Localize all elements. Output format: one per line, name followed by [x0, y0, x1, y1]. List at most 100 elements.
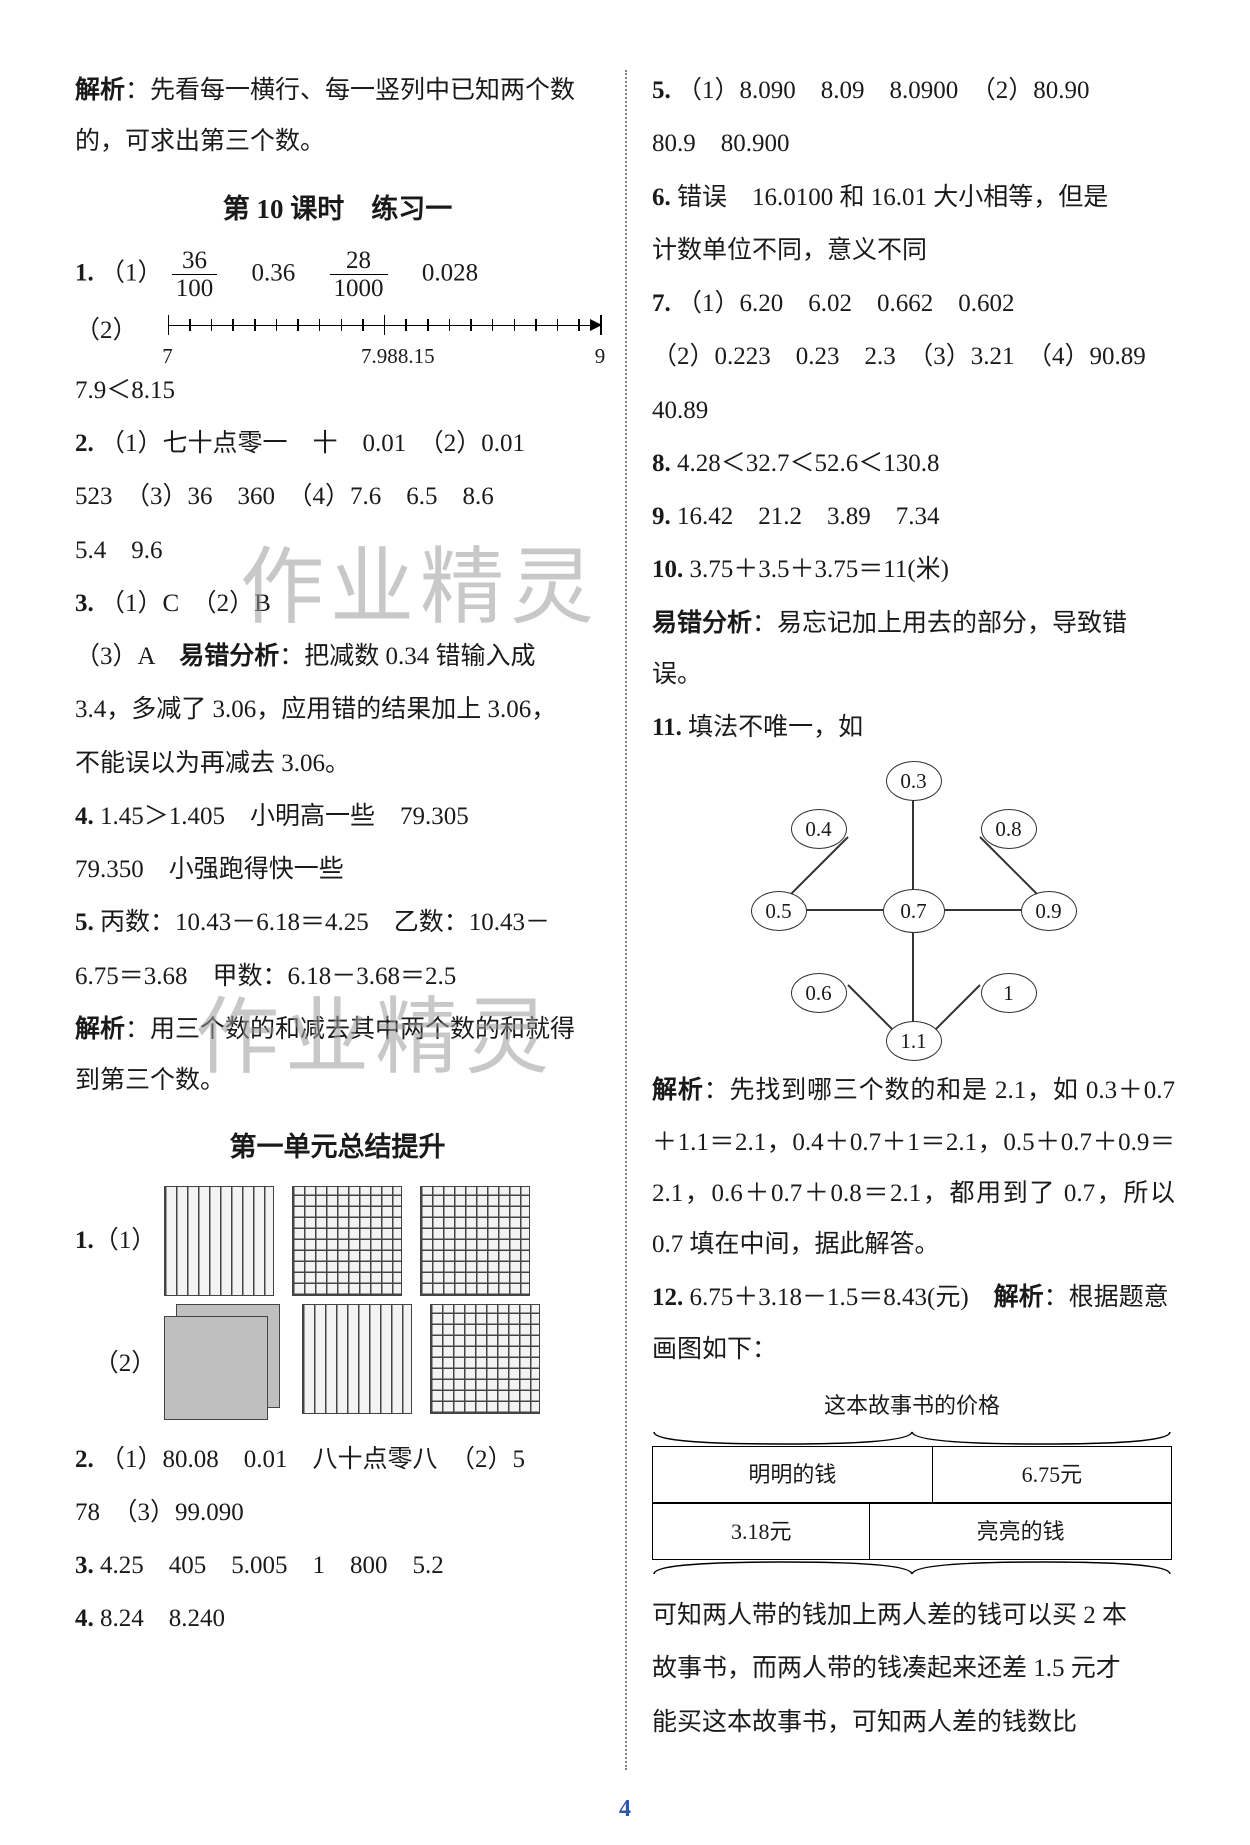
- right-column: 5. （1）8.090 8.09 8.0900 （2）80.90 80.9 80…: [627, 65, 1175, 1775]
- tail-l3: 能买这本故事书，可知两人差的钱数比: [652, 1697, 1175, 1748]
- tape-row-2: 3.18元 亮亮的钱: [652, 1503, 1172, 1560]
- r-err: 易错分析：易忘记加上用去的部分，导致错误。: [652, 598, 1175, 701]
- u2-l1: 2. （1）80.08 0.01 八十点零八 （2）5: [75, 1434, 600, 1485]
- u3: 3. 4.25 405 5.005 1 800 5.2: [75, 1540, 600, 1591]
- q2-num: 2.: [75, 430, 94, 457]
- grid-stripes-icon: [164, 1186, 274, 1296]
- tail-l1: 可知两人带的钱加上两人差的钱可以买 2 本: [652, 1590, 1175, 1641]
- tape-row-1: 明明的钱 6.75元: [652, 1446, 1172, 1503]
- q1-compare: 7.9＜8.15: [75, 365, 600, 416]
- u4-num: 4.: [75, 1605, 94, 1632]
- r5-l2: 80.9 80.900: [652, 118, 1175, 169]
- star-n: 0.3: [886, 761, 942, 801]
- q3-l4: 不能误以为再减去 3.06。: [75, 738, 600, 789]
- grid-stack-icon: [164, 1304, 284, 1424]
- q1-frac2: 28 1000: [330, 247, 388, 303]
- seg-ll: 亮亮的钱: [870, 1503, 1172, 1560]
- q2-l2: 523 （3）36 360 （4）7.6 6.5 8.6: [75, 471, 600, 522]
- q3-num: 3.: [75, 590, 94, 617]
- seg-675: 6.75元: [933, 1446, 1172, 1503]
- q1-line2: （2） 7 7.98 8.15 9: [75, 305, 600, 363]
- u2-l2: 78 （3）99.090: [75, 1487, 600, 1538]
- frac1-den: 100: [172, 275, 218, 303]
- grid-100-icon: [292, 1186, 402, 1296]
- frac2-num: 28: [330, 247, 388, 276]
- q3-l2: （3）A 易错分析：把减数 0.34 错输入成: [75, 631, 600, 682]
- nl-l815: 8.15: [398, 335, 435, 378]
- q2-l3: 5.4 9.6: [75, 525, 600, 576]
- r10: 10. 3.75＋3.5＋3.75＝11(米): [652, 544, 1175, 595]
- q5-ana: 解析：用三个数的和减去其中两个数的和就得到第三个数。: [75, 1004, 600, 1107]
- star-nw: 0.4: [791, 809, 847, 849]
- frac1-num: 36: [172, 247, 218, 276]
- seg-318: 3.18元: [652, 1503, 870, 1560]
- grids-row-2: [164, 1304, 540, 1424]
- star-ana: 解析：先找到哪三个数的和是 2.1，如 0.3＋0.7＋1.1＝2.1，0.4＋…: [652, 1065, 1175, 1270]
- q5-num: 5.: [75, 909, 94, 936]
- q4-num: 4.: [75, 803, 94, 830]
- nl-l9: 9: [595, 335, 606, 378]
- q1-frac1: 36 100: [172, 247, 218, 303]
- number-line: 7 7.98 8.15 9: [168, 309, 600, 359]
- analysis-text: ：先看每一横行、每一竖列中已知两个数的，可求出第三个数。: [75, 77, 575, 155]
- seg-mm: 明明的钱: [652, 1446, 933, 1503]
- q1-v1: 0.36: [252, 260, 296, 287]
- tail-l2: 故事书，而两人带的钱凑起来还差 1.5 元才: [652, 1643, 1175, 1694]
- star-sw: 0.6: [791, 973, 847, 1013]
- u1-num: 1.: [75, 1215, 94, 1266]
- q5-l2: 6.75＝3.68 甲数：6.18－3.68＝2.5: [75, 951, 600, 1002]
- q1-p2: （2）: [75, 305, 138, 356]
- u1-p1: 1. （1）: [75, 1186, 600, 1296]
- star-se: 1: [981, 973, 1037, 1013]
- r6-l2: 计数单位不同，意义不同: [652, 225, 1175, 276]
- heading-lesson10: 第 10 课时 练习一: [75, 182, 600, 237]
- page-number: 4: [0, 1796, 1250, 1823]
- brace-up-icon: [652, 1560, 1172, 1576]
- brace-down-icon: [652, 1430, 1172, 1446]
- star-e: 0.9: [1021, 891, 1077, 931]
- grid-100-icon: [430, 1304, 540, 1414]
- q1-p1: （1）: [100, 260, 163, 287]
- q1-v2: 0.028: [422, 260, 478, 287]
- frac2-den: 1000: [330, 275, 388, 303]
- star-s: 1.1: [886, 1021, 942, 1061]
- grid-100-icon: [420, 1186, 530, 1296]
- q1-num: 1.: [75, 260, 94, 287]
- r11: 11. 填法不唯一，如: [652, 702, 1175, 753]
- analysis-label: 解析: [75, 77, 125, 104]
- tape-title: 这本故事书的价格: [652, 1383, 1172, 1428]
- r7-l2: （2）0.223 0.23 2.3 （3）3.21 （4）90.89: [652, 331, 1175, 382]
- error-label: 易错分析: [179, 643, 279, 670]
- grid-stripes-icon: [302, 1304, 412, 1414]
- grids-row-1: [164, 1186, 530, 1296]
- r5-l1: 5. （1）8.090 8.09 8.0900 （2）80.90: [652, 65, 1175, 116]
- r9: 9. 16.42 21.2 3.89 7.34: [652, 491, 1175, 542]
- left-column: 解析：先看每一横行、每一竖列中已知两个数的，可求出第三个数。 第 10 课时 练…: [75, 65, 625, 1775]
- star-center: 0.7: [883, 889, 945, 933]
- star-w: 0.5: [751, 891, 807, 931]
- r6-l1: 6. 错误 16.0100 和 16.01 大小相等，但是: [652, 172, 1175, 223]
- q4-l2: 79.350 小强跑得快一些: [75, 844, 600, 895]
- page-columns: 解析：先看每一横行、每一竖列中已知两个数的，可求出第三个数。 第 10 课时 练…: [75, 65, 1175, 1775]
- nl-l7: 7: [162, 335, 173, 378]
- q4-l1: 4. 1.45＞1.405 小明高一些 79.305: [75, 791, 600, 842]
- tape-diagram: 这本故事书的价格 明明的钱 6.75元 3.18元 亮亮的钱: [652, 1383, 1172, 1576]
- q5-l1: 5. 丙数：10.43－6.18＝4.25 乙数：10.43－: [75, 897, 600, 948]
- u1-p2: 1. （2）: [75, 1304, 600, 1424]
- q2-l1: 2. （1）七十点零一 十 0.01 （2）0.01: [75, 418, 600, 469]
- nl-l798: 7.98: [361, 335, 398, 378]
- r12-l1: 12. 6.75＋3.18－1.5＝8.43(元) 解析：根据题意画图如下：: [652, 1272, 1175, 1375]
- star-ne: 0.8: [981, 809, 1037, 849]
- q3-l1: 3. （1）C （2）B: [75, 578, 600, 629]
- u2-num: 2.: [75, 1446, 94, 1473]
- star-diagram: 0.7 0.3 0.8 0.9 1 1.1 0.6 0.5 0.4: [749, 761, 1079, 1061]
- q3-l3: 3.4，多减了 3.06，应用错的结果加上 3.06，: [75, 684, 600, 735]
- intro-analysis: 解析：先看每一横行、每一竖列中已知两个数的，可求出第三个数。: [75, 65, 600, 168]
- heading-unit1: 第一单元总结提升: [75, 1120, 600, 1175]
- r8: 8. 4.28＜32.7＜52.6＜130.8: [652, 438, 1175, 489]
- u3-num: 3.: [75, 1552, 94, 1579]
- u4: 4. 8.24 8.240: [75, 1593, 600, 1644]
- r7-l1: 7. （1）6.20 6.02 0.662 0.602: [652, 278, 1175, 329]
- r7-l3: 40.89: [652, 385, 1175, 436]
- q1-line1: 1. （1） 36 100 0.36 28 1000 0.028: [75, 247, 600, 303]
